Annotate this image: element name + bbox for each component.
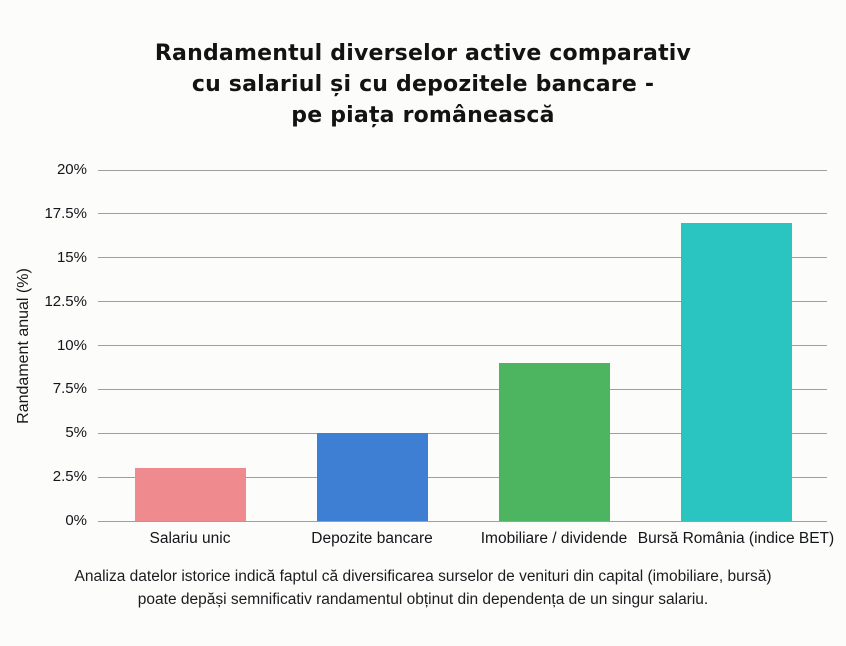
- bar-imobiliare-dividende: [498, 363, 610, 521]
- y-tick-label: 12.5%: [44, 292, 87, 310]
- gridline: [98, 432, 827, 434]
- y-tick-label: 0%: [65, 512, 87, 529]
- gridline: [98, 476, 827, 478]
- y-tick-label: 2.5%: [52, 468, 87, 486]
- chart-title-line-1: Randamentul diverselor active comparativ: [154, 41, 692, 66]
- y-tick-label: 5%: [65, 424, 87, 442]
- chart-title-line-2: cu salariul și cu depozitele bancare -: [191, 72, 655, 97]
- bar-burs-rom-nia-indice-bet: [680, 222, 792, 521]
- caption-line-1: Analiza datelor istorice indică faptul c…: [74, 568, 772, 585]
- y-tick-label: 20%: [56, 161, 87, 178]
- caption-text: Analiza datelor istorice indică faptul c…: [0, 565, 846, 611]
- gridline: [98, 257, 827, 259]
- plot-area: 0% 2.5% 5% 7.5% 10% 12.5% 15% 17.5% 20% Salariu u…: [44, 161, 834, 547]
- gridline: [98, 520, 827, 522]
- x-tick-label: Bursă România (indice BET): [637, 530, 835, 547]
- gridline: [98, 169, 827, 171]
- gridline: [98, 345, 827, 346]
- x-tick-label: Depozite bancare: [311, 530, 433, 547]
- bar-depozite-bancare: [316, 433, 428, 521]
- gridline: [98, 301, 827, 303]
- x-tick-label: Imobiliare / dividende: [480, 530, 628, 547]
- y-tick-label: 10%: [56, 336, 87, 354]
- gridline: [98, 388, 827, 390]
- y-tick-label: 17.5%: [44, 204, 87, 222]
- bar-salariu-unic: [134, 468, 246, 521]
- gridline: [98, 213, 827, 215]
- chart-title: Randamentul diverselor active comparativ…: [0, 38, 846, 131]
- caption-line-2: poate depăși semnificativ randamentul ob…: [137, 591, 709, 608]
- y-tick-label: 7.5%: [52, 380, 87, 398]
- x-tick-label: Salariu unic: [149, 530, 231, 547]
- y-tick-label: 15%: [56, 248, 87, 266]
- chart-title-line-3: pe piața românească: [291, 103, 555, 128]
